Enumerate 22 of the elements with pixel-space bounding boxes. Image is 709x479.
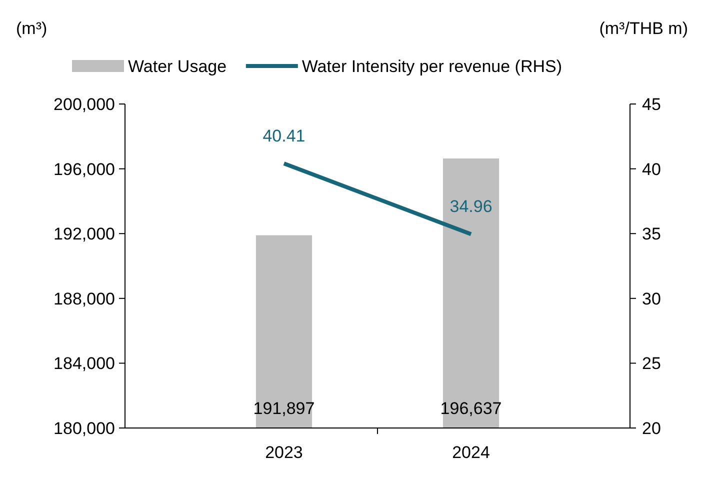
y2-tick-label: 35 bbox=[642, 224, 661, 244]
y2-tick-label: 30 bbox=[642, 289, 661, 308]
y-tick-label: 180,000 bbox=[54, 419, 115, 438]
y-tick-label: 184,000 bbox=[54, 354, 115, 374]
y-tick-label: 188,000 bbox=[54, 289, 115, 308]
y-tick-label: 192,000 bbox=[54, 224, 115, 244]
y2-tick-label: 40 bbox=[642, 160, 661, 179]
legend-label: Water Usage bbox=[128, 57, 227, 76]
x-tick-label: 2023 bbox=[265, 443, 303, 462]
y-tick-label: 200,000 bbox=[54, 95, 115, 114]
y-tick-label: 196,000 bbox=[54, 160, 115, 179]
y2-tick-label: 25 bbox=[642, 354, 661, 374]
y2-tick-label: 45 bbox=[642, 95, 661, 114]
x-tick-label: 2024 bbox=[452, 443, 490, 462]
data-label: 196,637 bbox=[440, 399, 502, 418]
legend-label: Water Intensity per revenue (RHS) bbox=[302, 57, 562, 76]
y2-axis-title: (m³/THB m) bbox=[599, 19, 688, 38]
data-label: 34.96 bbox=[450, 197, 492, 216]
data-label: 40.41 bbox=[262, 126, 306, 146]
y-axis-title: (m³) bbox=[16, 19, 48, 38]
y2-tick-label: 20 bbox=[642, 419, 661, 438]
data-label: 191,897 bbox=[253, 399, 315, 418]
